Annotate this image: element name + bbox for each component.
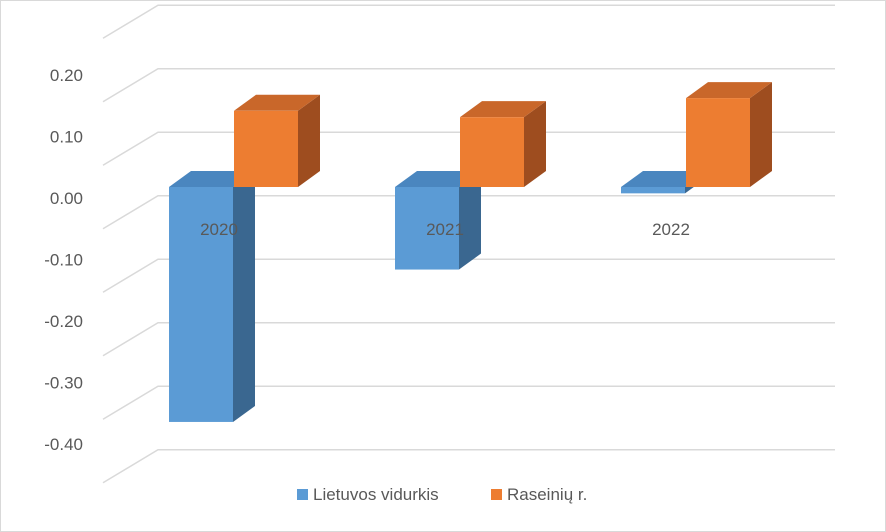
gridline — [102, 68, 835, 103]
legend: Lietuvos vidurkis Raseinių r. — [297, 485, 587, 504]
y-tick-label: -0.30 — [44, 374, 83, 393]
gridline — [102, 195, 835, 230]
bars — [169, 82, 772, 422]
bar-raseini-r- — [460, 101, 546, 187]
legend-item: Raseinių r. — [491, 485, 587, 504]
x-category-label: 2022 — [652, 220, 690, 239]
legend-label: Raseinių r. — [507, 485, 587, 504]
legend-label: Lietuvos vidurkis — [313, 485, 439, 504]
y-tick-label: -0.10 — [44, 251, 83, 270]
gridline — [102, 449, 835, 484]
gridline — [102, 258, 835, 293]
y-tick-label: 0.10 — [50, 128, 83, 147]
x-category-label: 2021 — [426, 220, 464, 239]
bar-raseini-r- — [234, 94, 320, 187]
x-axis-categories: 2020 2021 2022 — [200, 220, 690, 239]
legend-swatch — [297, 489, 308, 500]
gridline — [102, 4, 835, 39]
y-tick-label: 0.20 — [50, 66, 83, 85]
legend-swatch — [491, 489, 502, 500]
bar-lietuvos-vidurkis — [395, 171, 481, 270]
bar-lietuvos-vidurkis — [169, 171, 255, 422]
gridline — [102, 322, 835, 357]
bar-raseini-r- — [686, 82, 772, 187]
x-category-label: 2020 — [200, 220, 238, 239]
gridline — [102, 385, 835, 420]
y-tick-label: 0.00 — [50, 189, 83, 208]
y-axis-ticks: 0.20 0.10 0.00 -0.10 -0.20 -0.30 -0.40 — [44, 66, 83, 454]
y-tick-label: -0.20 — [44, 312, 83, 331]
legend-item: Lietuvos vidurkis — [297, 485, 439, 504]
gridline — [102, 131, 835, 166]
gridlines — [102, 4, 835, 484]
y-tick-label: -0.40 — [44, 435, 83, 454]
